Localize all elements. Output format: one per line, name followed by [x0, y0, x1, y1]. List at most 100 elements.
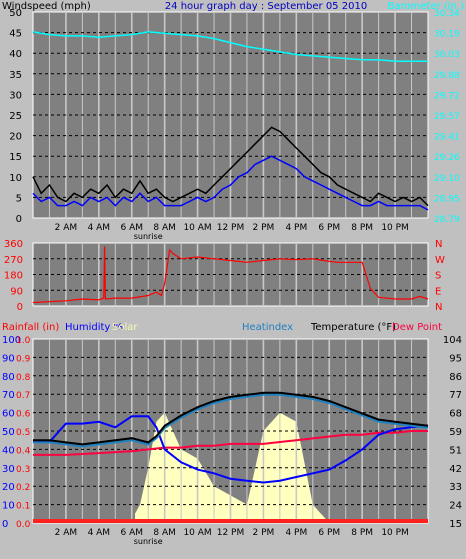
temp-xtick: 8 PM — [351, 528, 373, 538]
wind-direction-line — [32, 246, 429, 304]
humidity-ytick: 80 — [2, 372, 15, 383]
wind-ytick: 25 — [9, 111, 22, 122]
barometer-ytick: 30.19 — [434, 30, 460, 40]
wind-xtick: 8 AM — [153, 223, 176, 233]
temp-xtick: 10 PM — [381, 528, 409, 538]
temp-ytick: 24 — [449, 501, 462, 512]
barometer-ytick: 29.57 — [434, 112, 460, 122]
wind-xtick: 4 PM — [285, 223, 307, 233]
wind-speed-line — [32, 155, 429, 211]
direction-ytick: 0 — [17, 302, 23, 313]
humidity-ytick: 60 — [2, 409, 15, 420]
wind-xtick: 2 PM — [253, 223, 275, 233]
rain-ytick: 0.3 — [16, 465, 30, 475]
wind-ytick: 15 — [9, 152, 22, 163]
temp-ytick: 59 — [449, 427, 462, 438]
rain-ytick: 0.4 — [16, 446, 31, 456]
temperature-line — [33, 391, 429, 446]
dewpoint-line — [33, 430, 428, 456]
temp-legend-item: Humidity % — [65, 322, 123, 333]
barometer-ytick: 29.41 — [434, 133, 460, 143]
temp-ytick: 51 — [449, 445, 462, 456]
temp-xtick: 10 AM — [183, 528, 211, 538]
barometer-ytick: 28.95 — [434, 194, 460, 204]
temp-xtick: 2 PM — [253, 528, 275, 538]
humidity-ytick: 10 — [2, 501, 15, 512]
temp-ytick: 42 — [449, 464, 462, 475]
barometer-ytick: 29.88 — [434, 71, 460, 81]
barometer-ytick: 30.34 — [434, 9, 460, 19]
temp-xtick: 4 PM — [285, 528, 307, 538]
rain-ytick: 0.8 — [16, 373, 31, 383]
barometer-ylabel: Barometer (in.) — [388, 1, 464, 12]
direction-ytick: 360 — [4, 239, 23, 250]
rain-ytick: 0.7 — [16, 391, 30, 401]
wind-ytick: 40 — [9, 49, 22, 60]
humidity-ytick: 30 — [2, 464, 15, 475]
wind-xtick: 12 PM — [217, 223, 245, 233]
heatindex-line — [33, 393, 429, 448]
temp-legend-item: Dew Point — [392, 322, 442, 333]
wind-ytick: 30 — [9, 90, 22, 101]
humidity-ytick: 70 — [2, 390, 15, 401]
temp-ytick: 86 — [449, 372, 462, 383]
wind-ylabel: Windspeed (mph) — [2, 1, 91, 12]
wind-xtick: 10 PM — [381, 223, 409, 233]
temp-xtick: 8 AM — [153, 528, 176, 538]
wind-xtick: 2 AM — [55, 223, 78, 233]
barometer-ytick: 28.79 — [434, 215, 460, 225]
direction-compass-tick: W — [435, 255, 445, 266]
wind-ytick: 10 — [9, 173, 22, 184]
wind-xtick: 6 PM — [318, 223, 340, 233]
humidity-ytick: 90 — [2, 353, 15, 364]
barometer-ytick: 29.72 — [434, 91, 460, 101]
direction-compass-tick: S — [435, 271, 441, 282]
solar-area — [135, 412, 330, 523]
humidity-line — [32, 415, 429, 484]
wind-ytick: 35 — [9, 70, 22, 81]
temp-ytick: 104 — [443, 335, 462, 346]
temp-xtick: 6 AM — [120, 528, 143, 538]
wind-xtick: 8 PM — [351, 223, 373, 233]
direction-compass-tick: E — [435, 286, 441, 297]
humidity-ytick: 0 — [2, 519, 8, 530]
barometer-ytick: 29.26 — [434, 153, 460, 163]
rainfall-bar — [33, 519, 428, 523]
temp-legend-item: Rainfall (in) — [2, 322, 59, 333]
temp-ytick: 15 — [449, 519, 462, 530]
rain-ytick: 0.2 — [16, 483, 30, 493]
wind-ytick: 45 — [9, 29, 22, 40]
humidity-ytick: 50 — [2, 427, 15, 438]
barometer-ytick: 29.10 — [434, 174, 460, 184]
wind-xtick: 4 AM — [88, 223, 111, 233]
temp-legend-item: Solar — [112, 322, 138, 333]
temp-legend-item: Heatindex — [242, 322, 293, 333]
rain-ytick: 0.1 — [16, 502, 30, 512]
wind-xtick: 10 AM — [183, 223, 211, 233]
rain-ytick: 0.0 — [16, 520, 31, 530]
temp-legend-item: Temperature (°F) — [310, 322, 396, 333]
wind-gust-line — [32, 126, 429, 207]
temp-ytick: 68 — [449, 409, 462, 420]
temp-xtick: 4 AM — [88, 528, 111, 538]
direction-compass-tick: N — [435, 239, 442, 250]
wind-ytick: 20 — [9, 132, 22, 143]
rain-ytick: 0.5 — [16, 428, 30, 438]
wind-ytick: 50 — [9, 8, 22, 19]
direction-ytick: 90 — [10, 286, 23, 297]
temp-ytick: 33 — [449, 482, 462, 493]
temp-sunrise-label: sunrise — [134, 537, 163, 546]
direction-ytick: 180 — [4, 271, 23, 282]
temp-xtick: 12 PM — [217, 528, 245, 538]
humidity-ytick: 40 — [2, 445, 15, 456]
wind-xtick: 6 AM — [120, 223, 143, 233]
direction-compass-tick: N — [435, 302, 442, 313]
wind-sunrise-label: sunrise — [134, 232, 163, 241]
rain-ytick: 0.9 — [16, 354, 31, 364]
temp-ytick: 95 — [449, 353, 462, 364]
rain-ytick: 1.0 — [16, 336, 31, 346]
temp-xtick: 6 PM — [318, 528, 340, 538]
graph-title: 24 hour graph day : September 05 2010 — [165, 1, 367, 12]
humidity-ytick: 20 — [2, 482, 15, 493]
